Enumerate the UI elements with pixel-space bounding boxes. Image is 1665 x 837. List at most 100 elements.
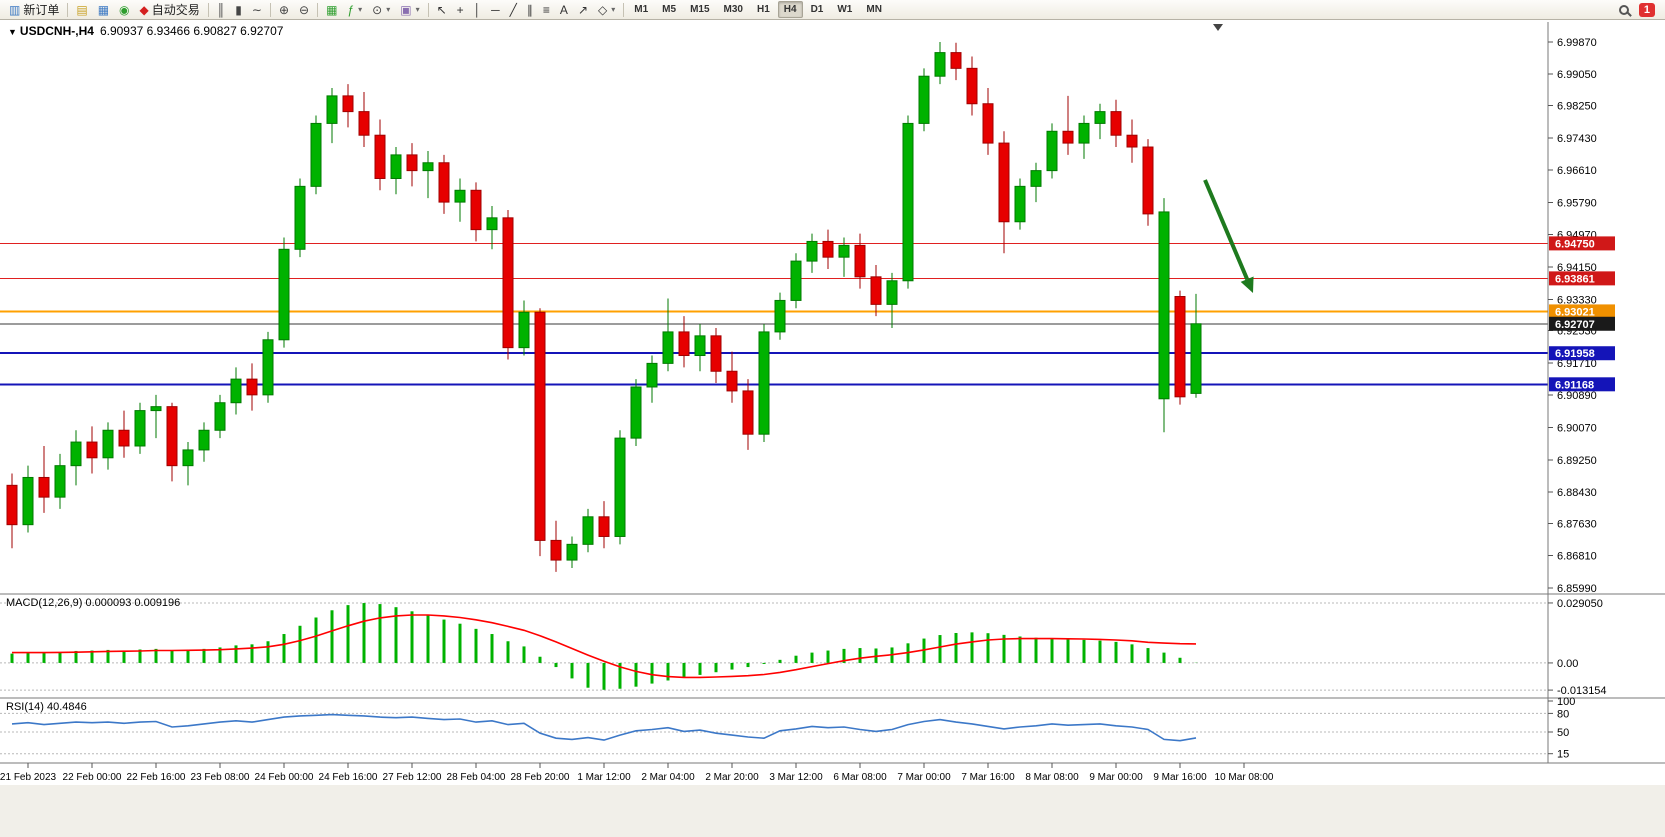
svg-text:21 Feb 2023: 21 Feb 2023 [0,772,57,783]
toolbar-right: 1 [1618,2,1661,17]
collapse-icon[interactable]: ▼ [8,27,17,37]
chart-list-icon: ▤ [76,2,88,17]
arrows-button[interactable]: ↗ [573,1,593,19]
profiles-icon: ▦ [97,2,110,17]
new-order-icon: ▥ [9,2,21,17]
toolbar-separator [623,2,625,17]
timeframe-m5-button[interactable]: M5 [662,4,677,15]
snapshot-button[interactable]: ▣ ▾ [395,1,424,19]
zoom-out-button[interactable]: ⊖ [294,1,314,19]
crosshair-button[interactable]: + [452,1,469,19]
svg-text:7 Mar 16:00: 7 Mar 16:00 [961,772,1015,783]
indicators-button[interactable]: ƒ ▾ [342,1,367,19]
svg-text:6.94150: 6.94150 [1557,262,1597,274]
toolbar-separator [427,2,429,17]
trendline-icon: ╱ [509,2,517,17]
notification-badge[interactable]: 1 [1638,2,1655,17]
timeframe-m15-button[interactable]: M15 [690,4,710,15]
svg-text:6.87630: 6.87630 [1557,518,1597,530]
price-chart[interactable]: 6.99870 6.99050 6.98250 6.97430 6.96610 6.957… [0,20,1665,837]
timeframe-h1-button[interactable]: H1 [756,4,770,15]
svg-text:1 Mar 12:00: 1 Mar 12:00 [577,772,631,783]
alerts-button[interactable]: ◉ [114,1,134,19]
svg-text:6.85990: 6.85990 [1557,583,1597,595]
autotrade-button-label: 自动交易 [151,3,200,17]
autotrade-button[interactable]: ◆ 自动交易 [135,1,205,19]
trendline-button[interactable]: ╱ [505,1,522,19]
svg-text:6.92707: 6.92707 [1555,319,1595,331]
toolbar-separator [269,2,271,17]
clock-icon: ⊙ [372,2,383,17]
timeframe-mn-button[interactable]: MN [866,4,882,15]
timeframe-m30-button[interactable]: M30 [723,4,743,15]
chart-area: 6.99870 6.99050 6.98250 6.97430 6.96610 6.957… [0,20,1665,837]
chevron-down-icon: ▾ [358,5,363,14]
text-button[interactable]: A [555,1,573,19]
svg-text:6.97430: 6.97430 [1557,133,1597,145]
vertical-line-button[interactable]: │ [469,1,487,19]
price-badge [1549,316,1615,331]
svg-text:15: 15 [1557,749,1569,761]
svg-text:6.99870: 6.99870 [1557,37,1597,49]
chart-list-button[interactable]: ▤ [71,1,92,19]
channel-icon: ∥ [526,2,533,17]
svg-text:7 Mar 00:00: 7 Mar 00:00 [897,772,951,783]
svg-text:6 Mar 08:00: 6 Mar 08:00 [833,772,887,783]
time-axis: 21 Feb 2023 22 Feb 00:00 22 Feb 16:00 23 Fe… [0,763,1274,783]
autotrade-icon: ◆ [139,2,149,17]
channel-button[interactable]: ∥ [522,1,538,19]
line-chart-button[interactable]: ∼ [247,1,267,19]
shapes-button[interactable]: ◇ ▾ [593,1,620,19]
svg-text:50: 50 [1557,727,1569,739]
profiles-button[interactable]: ▦ [93,1,114,19]
new-order-button-label: 新订单 [23,3,60,17]
bar-chart-button[interactable]: ║ [212,1,231,19]
svg-text:28 Feb 20:00: 28 Feb 20:00 [511,772,570,783]
price-badge [1549,236,1615,251]
zoom-out-icon: ⊖ [299,2,310,17]
crosshair-icon: + [456,2,464,17]
fibonacci-icon: ≡ [542,2,550,17]
svg-text:100: 100 [1557,696,1575,708]
svg-text:6.91710: 6.91710 [1557,358,1597,370]
zoom-in-icon: ⊕ [278,2,290,17]
svg-text:80: 80 [1557,708,1569,720]
price-badge [1549,377,1615,392]
timeframe-d1-button[interactable]: D1 [810,4,824,15]
svg-text:6.86810: 6.86810 [1557,551,1597,563]
toolbar-separator [207,2,209,17]
grid-icon: ▦ [326,2,338,17]
horizontal-line-button[interactable]: ─ [486,1,505,19]
candlestick-icon: ▮ [235,2,242,17]
timeframe-m1-button[interactable]: M1 [634,4,649,15]
svg-text:9 Mar 16:00: 9 Mar 16:00 [1153,772,1207,783]
fibonacci-button[interactable]: ≡ [538,1,555,19]
svg-text:2 Mar 04:00: 2 Mar 04:00 [641,772,695,783]
svg-text:3 Mar 12:00: 3 Mar 12:00 [769,772,823,783]
toolbar-buttons: ▥ 新订单 ▤ ▦ ◉ ◆ 自动交易 ║ ▮ ∼ ⊕ ⊖ ▦ ƒ ▾ ⊙ ▾ ▣ ▾ ↖ + │ ─ ╱ ∥ ≡ A ↗ ◇ ▾ M1 M5 M… [4,0,1619,19]
price-badge [1549,346,1615,361]
timeframe-h4-button[interactable]: H4 [777,1,803,18]
svg-text:6.94750: 6.94750 [1555,238,1595,250]
timeframe-w1-button[interactable]: W1 [837,4,853,15]
candlestick-button[interactable]: ▮ [230,1,247,19]
svg-text:6.95790: 6.95790 [1557,197,1597,209]
candles-layer [6,41,1202,572]
svg-text:9 Mar 00:00: 9 Mar 00:00 [1089,772,1143,783]
toolbar-separator [67,2,69,17]
bar-chart-icon: ║ [216,2,226,17]
grid-button[interactable]: ▦ [321,1,342,19]
cursor-button[interactable]: ↖ [432,1,452,19]
horizontal-line-icon: ─ [491,2,500,17]
periods-button[interactable]: ⊙ ▾ [367,1,395,19]
svg-text:24 Feb 00:00: 24 Feb 00:00 [255,772,314,783]
svg-text:10 Mar 08:00: 10 Mar 08:00 [1215,772,1274,783]
svg-text:6.91168: 6.91168 [1555,379,1594,391]
search-icon[interactable] [1618,4,1629,15]
alerts-icon: ◉ [119,2,130,17]
svg-text:2 Mar 20:00: 2 Mar 20:00 [705,772,759,783]
zoom-in-button[interactable]: ⊕ [274,1,294,19]
price-axis: 6.99870 6.99050 6.98250 6.97430 6.96610 6.957… [1548,37,1597,595]
new-order-button[interactable]: ▥ 新订单 [4,1,64,19]
svg-text:6.93861: 6.93861 [1555,273,1595,285]
